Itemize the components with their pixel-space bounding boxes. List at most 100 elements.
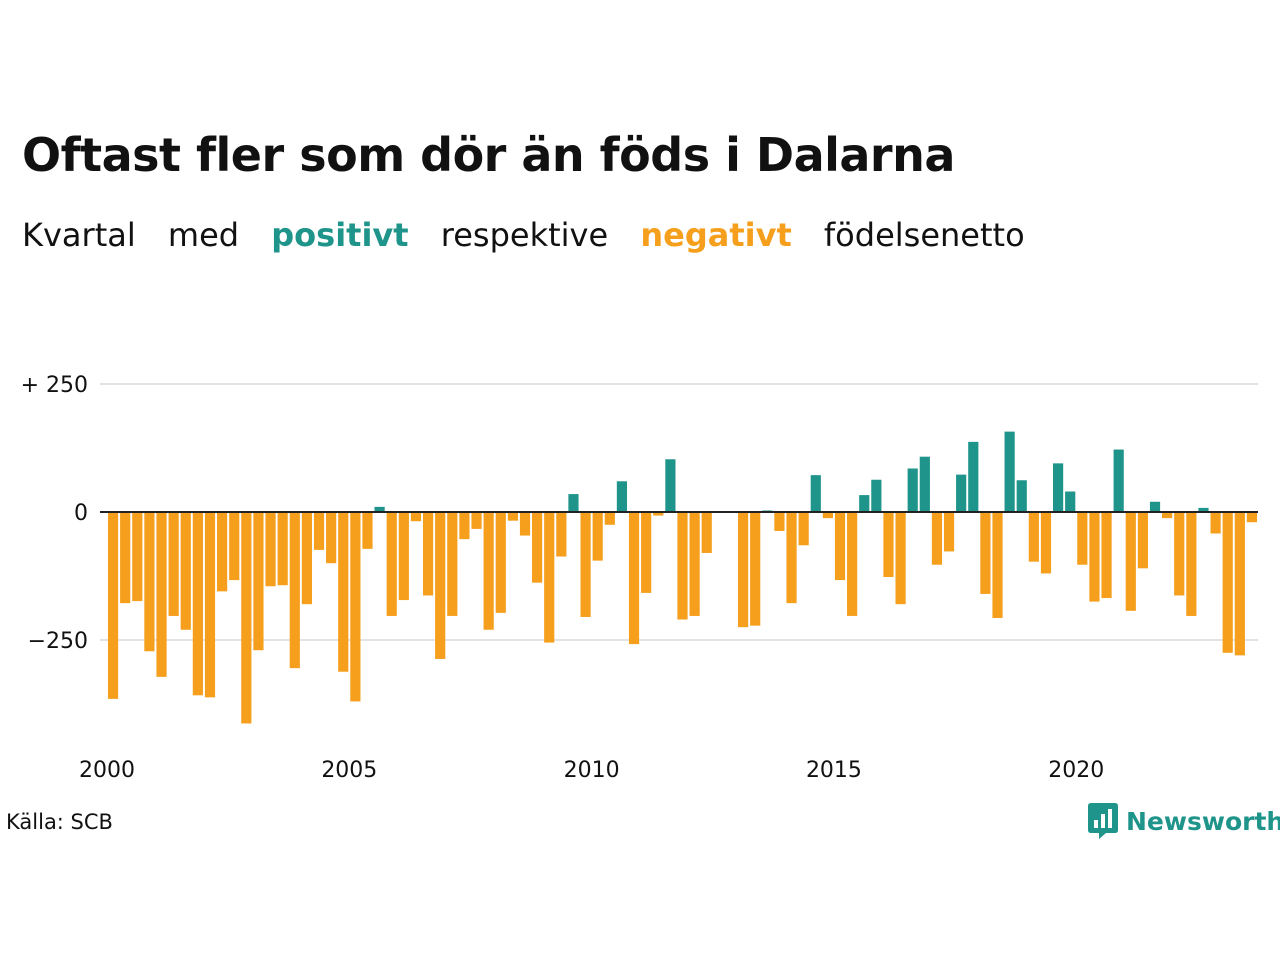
brand-name: Newsworthy (1126, 806, 1280, 836)
bar (192, 512, 203, 696)
bar (471, 512, 482, 529)
bar (532, 512, 543, 583)
bar (1125, 512, 1136, 611)
bar (641, 512, 652, 593)
bar (410, 512, 422, 522)
bar (313, 512, 325, 550)
bar (919, 456, 930, 512)
bar (968, 441, 979, 512)
bar (665, 459, 676, 512)
bar (653, 512, 664, 516)
bar (907, 468, 918, 512)
bar (628, 512, 640, 645)
bar (180, 512, 191, 630)
bar (374, 506, 385, 512)
subtitle-word-kvartal: Kvartal (22, 216, 136, 254)
bar (847, 512, 858, 616)
bar (495, 512, 506, 613)
bar (398, 512, 409, 601)
bar (895, 512, 906, 605)
bar (786, 512, 797, 604)
bar (1028, 512, 1039, 562)
y-tick-label: 0 (74, 501, 88, 526)
bar (834, 512, 846, 581)
bar (1174, 512, 1185, 596)
bar (556, 512, 567, 557)
bar (422, 512, 434, 596)
brand-logo: Newsworthy (1088, 803, 1280, 839)
bar (1222, 512, 1233, 653)
bar (1210, 512, 1221, 534)
bar (931, 512, 943, 565)
bar (132, 512, 143, 602)
bar (1186, 512, 1197, 616)
bar (241, 512, 252, 724)
bar (483, 512, 494, 630)
bar (677, 512, 688, 620)
bar (507, 512, 518, 521)
x-tick-label: 2005 (321, 758, 377, 783)
bar (822, 512, 833, 519)
bar (107, 512, 119, 699)
bar (386, 512, 397, 616)
bar (144, 512, 155, 652)
bar (1137, 512, 1148, 569)
bar (689, 512, 700, 616)
source-note: Källa: SCB (6, 810, 113, 834)
bar (798, 512, 809, 546)
bar (338, 512, 349, 672)
bar (1149, 501, 1161, 512)
x-tick-label: 2015 (806, 758, 862, 783)
chart-title: Oftast fler som dör än föds i Dalarna (22, 128, 955, 182)
y-tick-label: −250 (28, 629, 88, 654)
x-tick-label: 2010 (564, 758, 620, 783)
bar (750, 512, 761, 626)
y-tick-label: + 250 (21, 373, 88, 398)
bar (1162, 512, 1173, 519)
bar (204, 512, 216, 698)
bar (459, 512, 470, 540)
bar (447, 512, 458, 616)
bar (1004, 431, 1015, 512)
bar (1089, 512, 1100, 602)
bar (265, 512, 276, 587)
bar (1077, 512, 1088, 565)
bar (1016, 480, 1027, 512)
bar (253, 512, 264, 651)
bar (362, 512, 373, 549)
bar (871, 479, 882, 512)
bar (326, 512, 337, 564)
bar (120, 512, 131, 604)
subtitle-negative-label: negativt (640, 216, 792, 254)
newsworthy-chart-bubble-icon (1088, 803, 1118, 839)
bar (568, 494, 579, 512)
bar (774, 512, 785, 531)
bar (544, 512, 555, 643)
bar-chart: + 250 0 −250 2000 2005 2010 2015 2020 (21, 373, 1258, 783)
subtitle-word-respektive: respektive (440, 216, 609, 254)
subtitle-word-fodelsenetto: födelsenetto (823, 216, 1025, 254)
bar (943, 512, 955, 552)
bar (580, 512, 591, 617)
bar (992, 512, 1003, 618)
bar (217, 512, 228, 592)
bar (604, 512, 615, 525)
bar (980, 512, 991, 594)
bar (1065, 491, 1076, 512)
bar (1101, 512, 1112, 599)
bar (1040, 512, 1052, 574)
bar (1234, 512, 1245, 656)
bar (810, 475, 821, 512)
bar (435, 512, 446, 659)
bar (277, 512, 288, 586)
subtitle-word-med: med (167, 216, 240, 254)
bar (350, 512, 361, 702)
chart-subtitle: Kvartal med positivt respektive negativt… (22, 216, 1047, 254)
bar (1053, 463, 1064, 512)
bar (616, 481, 628, 512)
bar (883, 512, 894, 578)
bar (289, 512, 300, 669)
bar (592, 512, 603, 561)
bar (301, 512, 312, 605)
bar (156, 512, 167, 677)
